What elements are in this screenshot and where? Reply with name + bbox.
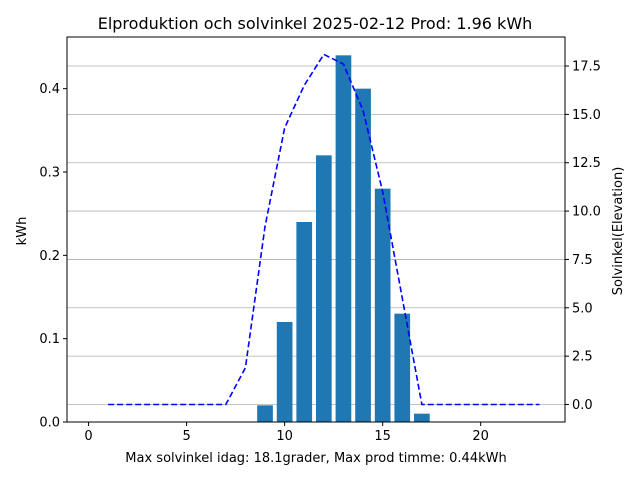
y2-tick-label-0: 0.0 [572,398,593,413]
y-tick-label-0.3: 0.3 [39,166,60,181]
bars [257,55,430,423]
y-tick-label-0: 0.0 [39,416,60,431]
y-axis-right: 0.0 2.5 5.0 7.5 10.0 12.5 15.0 17.5 [565,60,601,413]
y2-axis-title: Solvinkel(Elevation) [611,167,626,296]
plot-frame [66,36,566,423]
elevation-line-path [108,53,540,406]
bar-14 [355,88,371,423]
x-tick-label-5: 5 [182,429,190,444]
bar-16 [394,313,411,422]
bar-15 [374,188,391,422]
y2-tick-label-5: 5.0 [572,301,593,316]
y2-tick-label-10: 10.0 [572,205,601,220]
x-tick-label-10: 10 [276,429,293,444]
x-axis-title: Max solvinkel idag: 18.1grader, Max prod… [125,451,506,466]
bar-13 [335,55,352,422]
elevation-line [108,53,540,406]
chart-title: Elproduktion och solvinkel 2025-02-12 Pr… [98,14,533,33]
x-axis: 0 5 10 15 20 [84,422,489,444]
y-tick-label-0.2: 0.2 [39,249,60,264]
y2-tick-label-15: 15.0 [572,108,601,123]
bar-9 [257,405,273,422]
x-tick-label-15: 15 [374,429,391,444]
bar-12 [316,155,332,423]
y2-tick-label-12.5: 12.5 [572,156,601,171]
bar-11 [296,222,313,422]
y-axis-title: kWh [15,217,30,246]
x-tick-label-20: 20 [472,429,489,444]
y-tick-label-0.1: 0.1 [39,332,60,347]
y-axis-left: 0.0 0.1 0.2 0.3 0.4 [39,82,67,431]
bar-17 [414,413,430,422]
y2-tick-label-17.5: 17.5 [572,60,601,75]
x-tick-label-0: 0 [84,429,92,444]
y-tick-label-0.4: 0.4 [39,82,60,97]
y2-tick-label-2.5: 2.5 [572,350,593,365]
y2-tick-label-7.5: 7.5 [572,253,593,268]
bar-10 [276,322,293,422]
